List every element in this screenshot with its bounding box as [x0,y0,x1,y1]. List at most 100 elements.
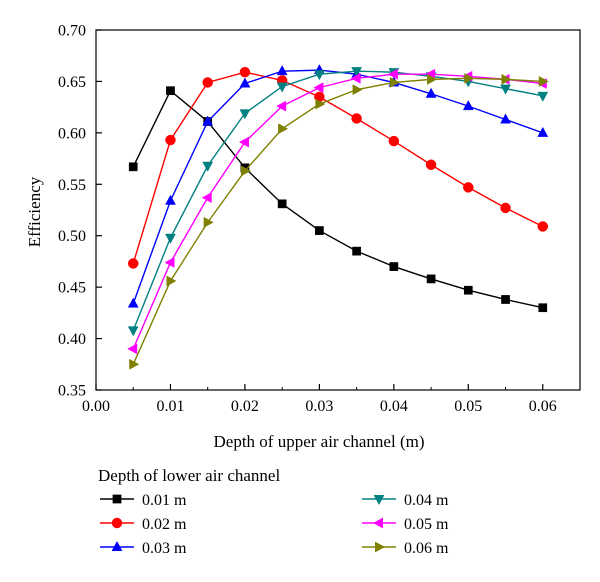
legend-entry: 0.02 m [100,516,187,533]
legend-marker [372,517,383,529]
data-point-marker [202,161,214,172]
legend-marker [112,494,122,504]
data-point-marker [202,115,214,126]
data-point-marker [165,194,176,205]
series-0-01-m [128,86,548,313]
x-tick-label: 0.06 [529,398,557,415]
y-tick-label: 0.60 [58,125,86,142]
data-point-marker [127,297,139,308]
data-point-marker [500,84,511,95]
data-point-marker [239,109,251,120]
data-point-marker [463,182,474,193]
data-point-marker [166,275,177,287]
data-point-marker [352,84,363,96]
data-point-marker [276,82,288,93]
legend-entry: 0.04 m [362,492,449,509]
data-point-marker [425,87,437,98]
legend-marker [373,495,385,506]
data-point-marker [352,246,361,256]
data-point-marker [462,100,474,111]
series-0-03-m [127,64,549,308]
data-point-marker [537,91,549,102]
data-point-marker [500,113,511,124]
data-point-marker [426,274,436,284]
y-tick-label: 0.50 [58,228,86,245]
data-point-marker [165,134,176,146]
y-axis-label: Efficiency [25,176,44,247]
y-tick-label: 0.70 [58,23,86,40]
y-tick-label: 0.65 [58,74,86,91]
data-point-marker [202,77,213,88]
data-point-marker [501,295,510,304]
legend-label: 0.06 m [404,540,449,557]
data-point-marker [203,216,214,228]
data-point-marker [127,258,139,269]
y-tick-label: 0.40 [58,331,86,348]
data-point-marker [464,72,475,84]
data-point-marker [166,86,175,96]
data-point-marker [389,262,399,271]
data-point-marker [463,285,473,295]
data-point-marker [277,199,287,209]
x-axis-label: Depth of upper air channel (m) [214,432,425,451]
legend-label: 0.01 m [142,492,187,509]
data-point-marker [537,221,549,232]
legend-label: 0.02 m [142,516,187,533]
data-point-marker [127,343,138,355]
legend-label: 0.05 m [404,516,449,533]
legend-label: 0.03 m [142,540,187,557]
series-0-06-m [129,72,549,370]
legend-entry: 0.05 m [362,516,449,533]
x-tick-label: 0.02 [231,398,259,415]
data-point-marker [427,73,438,85]
x-tick-label: 0.03 [305,398,333,415]
legend-entry: 0.06 m [362,540,449,557]
data-point-marker [129,358,140,370]
x-tick-label: 0.01 [156,398,184,415]
legend-entry: 0.01 m [100,492,187,509]
series-line [132,69,544,304]
series-line [132,70,543,331]
data-point-marker [313,82,324,94]
data-point-marker [239,66,251,78]
data-point-marker [240,165,251,177]
data-point-marker [164,257,175,268]
data-point-marker [351,67,363,78]
data-point-marker [276,65,288,76]
data-point-marker [315,226,324,235]
x-tick-label: 0.04 [380,398,408,415]
series-line [132,89,543,309]
data-point-marker [500,202,511,214]
data-point-marker [538,76,549,87]
x-tick-label: 0.00 [82,398,110,415]
series-line [132,73,543,350]
data-point-marker [425,159,437,170]
data-point-marker [128,162,138,172]
x-tick-label: 0.05 [454,398,482,415]
data-point-marker [165,233,176,244]
data-point-marker [127,326,139,337]
data-point-marker [387,68,398,80]
data-point-marker [501,73,512,85]
legend-label: 0.04 m [404,492,449,509]
series-0-04-m [127,67,549,337]
data-point-marker [313,70,325,81]
plot-area-frame [95,29,581,391]
data-point-marker [351,113,362,124]
data-point-marker [315,98,326,110]
series-line [132,71,544,264]
legend-marker [111,540,123,551]
data-point-marker [239,77,251,88]
data-point-marker [276,100,287,112]
data-point-marker [201,192,212,204]
series-0-02-m [127,66,549,269]
y-tick-label: 0.55 [58,177,86,194]
legend-entry: 0.03 m [100,540,187,557]
series-line [132,77,543,365]
data-point-marker [238,136,249,148]
data-point-marker [388,135,400,147]
y-tick-label: 0.35 [58,383,86,400]
data-point-marker [537,126,549,137]
legend-marker [375,541,386,553]
